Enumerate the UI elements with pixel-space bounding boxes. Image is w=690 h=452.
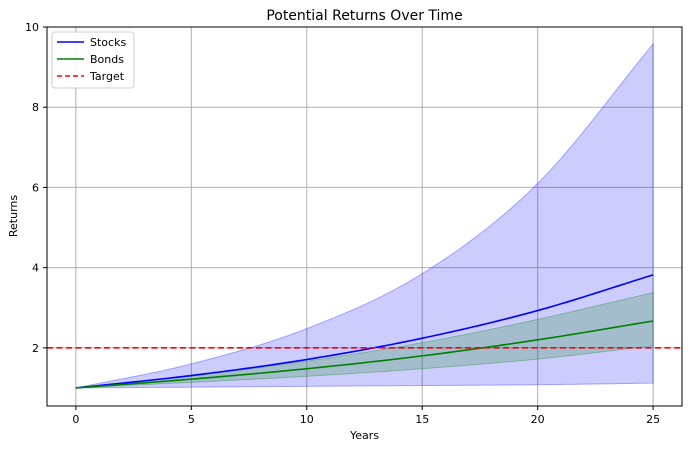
legend-label-stocks: Stocks bbox=[90, 36, 126, 49]
y-tick-label: 6 bbox=[32, 181, 39, 194]
y-axis-label: Returns bbox=[7, 195, 20, 238]
legend-label-target: Target bbox=[89, 70, 125, 83]
chart-title: Potential Returns Over Time bbox=[266, 8, 462, 24]
stocks-range-band bbox=[75, 42, 654, 389]
legend-label-bonds: Bonds bbox=[90, 53, 124, 66]
x-tick-label: 10 bbox=[300, 413, 314, 426]
y-tick-label: 8 bbox=[32, 101, 39, 114]
x-axis-label: Years bbox=[349, 429, 379, 442]
stocks-line bbox=[75, 274, 654, 389]
bonds-line bbox=[75, 320, 654, 389]
x-tick-label: 5 bbox=[188, 413, 195, 426]
legend-box bbox=[51, 31, 135, 89]
x-tick-label: 20 bbox=[531, 413, 545, 426]
x-tick-label: 15 bbox=[415, 413, 429, 426]
y-tick-label: 4 bbox=[32, 262, 39, 275]
line-layer bbox=[47, 274, 682, 389]
plot-frame bbox=[46, 26, 683, 407]
x-tick-label: 0 bbox=[72, 413, 79, 426]
y-tick-label: 2 bbox=[32, 342, 39, 355]
legend: Stocks Bonds Target bbox=[51, 31, 135, 89]
y-tick-label: 10 bbox=[25, 21, 39, 34]
tick-layer: 0 5 10 15 20 25 2 4 6 8 10 bbox=[25, 21, 660, 426]
x-tick-label: 25 bbox=[646, 413, 660, 426]
